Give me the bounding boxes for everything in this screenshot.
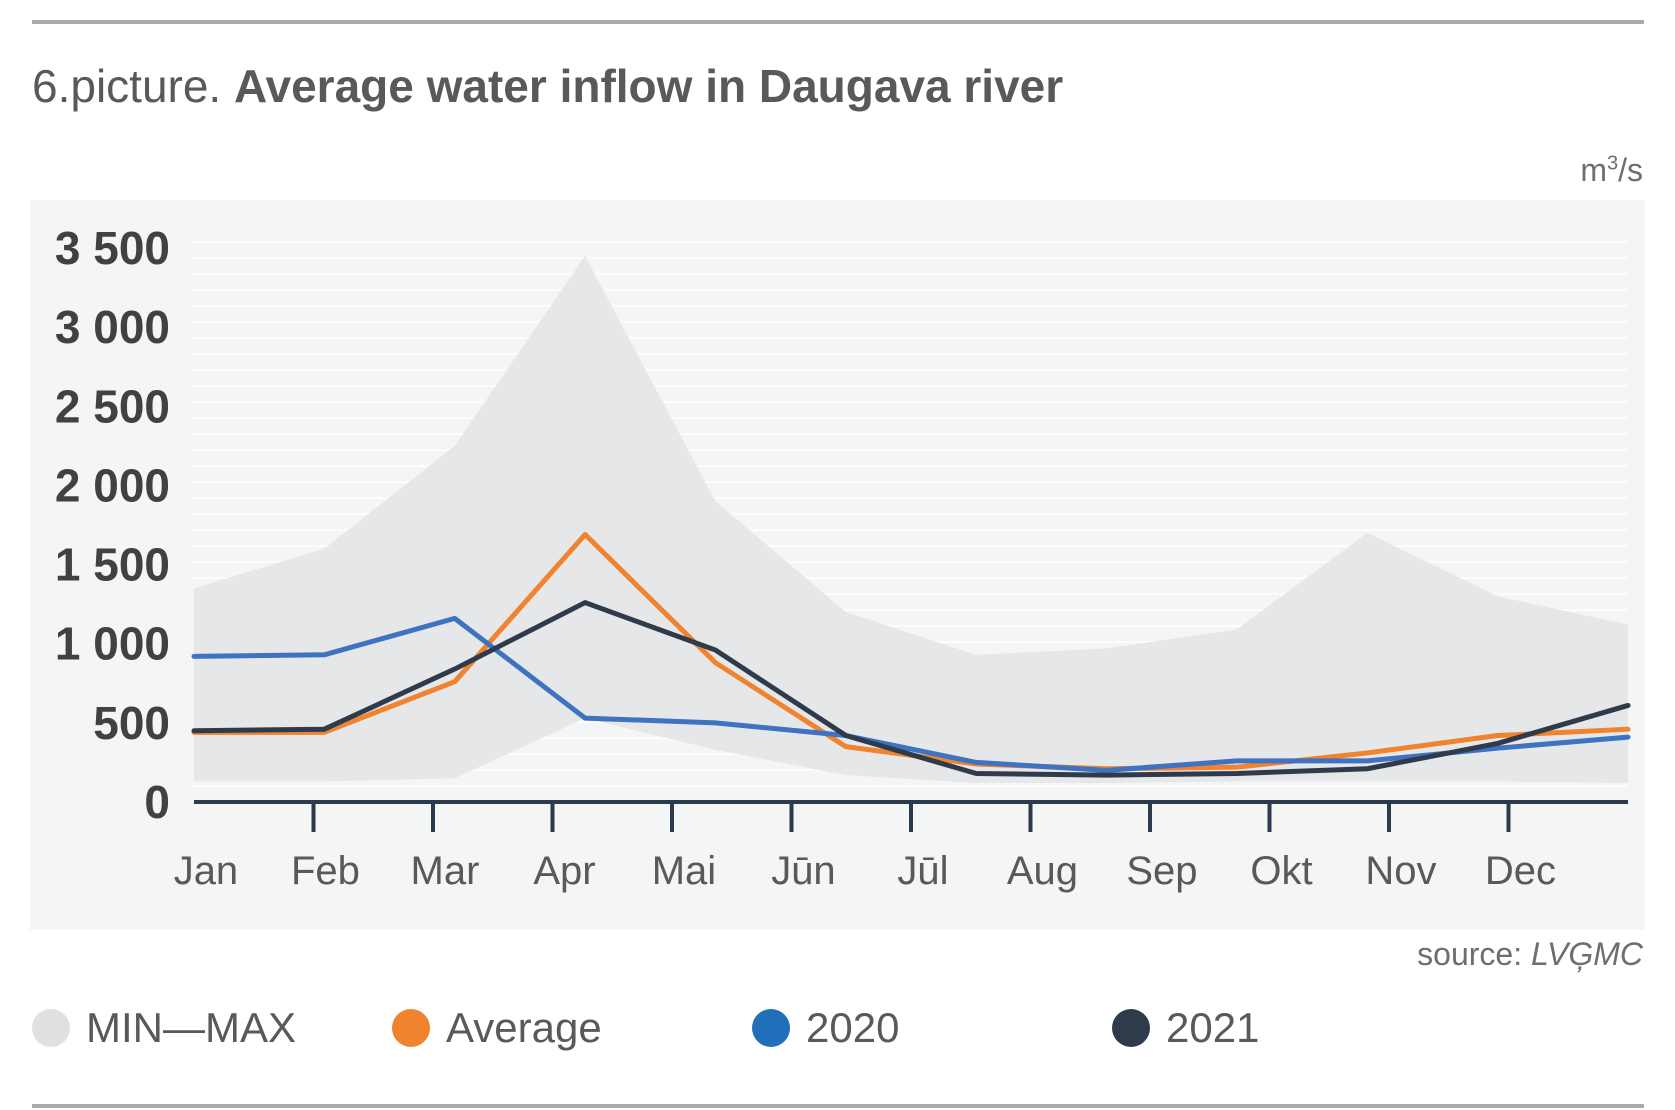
source-value: LVĢMC	[1530, 936, 1643, 972]
y-tick-label: 2 500	[55, 380, 170, 432]
bottom-rule	[32, 1104, 1644, 1108]
x-tick-label: Sep	[1126, 849, 1197, 893]
x-tick-label: Dec	[1485, 849, 1556, 893]
line-2021	[191, 600, 1631, 778]
unit-suffix: /s	[1618, 152, 1643, 188]
legend-swatch	[1112, 1009, 1150, 1047]
legend-item: 2020	[752, 998, 899, 1058]
legend-swatch	[392, 1009, 430, 1047]
unit-base: m	[1580, 152, 1607, 188]
source-label: source:	[1417, 936, 1523, 972]
chart-title: 6.picture. Average water inflow in Dauga…	[32, 58, 1063, 114]
top-rule	[32, 20, 1644, 24]
legend-swatch	[752, 1009, 790, 1047]
legend-item: MIN—MAX	[32, 998, 296, 1058]
y-tick-label: 3 500	[55, 222, 170, 274]
legend-item: Average	[392, 998, 602, 1058]
x-tick-label: Jan	[174, 849, 239, 893]
legend-label: MIN—MAX	[86, 1004, 296, 1051]
unit-exponent: 3	[1606, 152, 1619, 175]
y-tick-label: 1 000	[55, 618, 170, 670]
y-tick-label: 3 000	[55, 301, 170, 353]
x-tick-label: Okt	[1250, 849, 1312, 893]
line-2020	[191, 615, 1631, 773]
title-main: Average water inflow in Daugava river	[234, 60, 1064, 112]
legend-swatch	[32, 1009, 70, 1047]
source-note: source: LVĢMC	[1417, 936, 1643, 973]
y-tick-label: 2 000	[55, 459, 170, 511]
y-tick-label: 1 500	[55, 539, 170, 591]
legend-label: Average	[446, 1004, 602, 1051]
x-tick-label: Mar	[411, 849, 480, 893]
x-tick-label: Mai	[652, 849, 716, 893]
x-tick-label: Apr	[533, 849, 595, 893]
x-tick-label: Jūn	[771, 849, 836, 893]
y-tick-label: 500	[93, 697, 170, 749]
x-tick-label: Nov	[1365, 849, 1436, 893]
min-max-band	[194, 255, 1628, 784]
x-tick-label: Aug	[1007, 849, 1078, 893]
unit-label: m3/s	[1580, 152, 1643, 189]
x-tick-label: Jūl	[897, 849, 948, 893]
legend-label: 2021	[1166, 1004, 1260, 1051]
title-prefix: 6.picture.	[32, 60, 222, 112]
legend-label: 2020	[806, 1004, 900, 1051]
y-tick-label: 0	[144, 776, 170, 828]
legend-item: 2021	[1112, 998, 1259, 1058]
chart-legend: MIN—MAX Average 2020 2021	[32, 998, 1332, 1058]
x-tick-label: Feb	[291, 849, 360, 893]
